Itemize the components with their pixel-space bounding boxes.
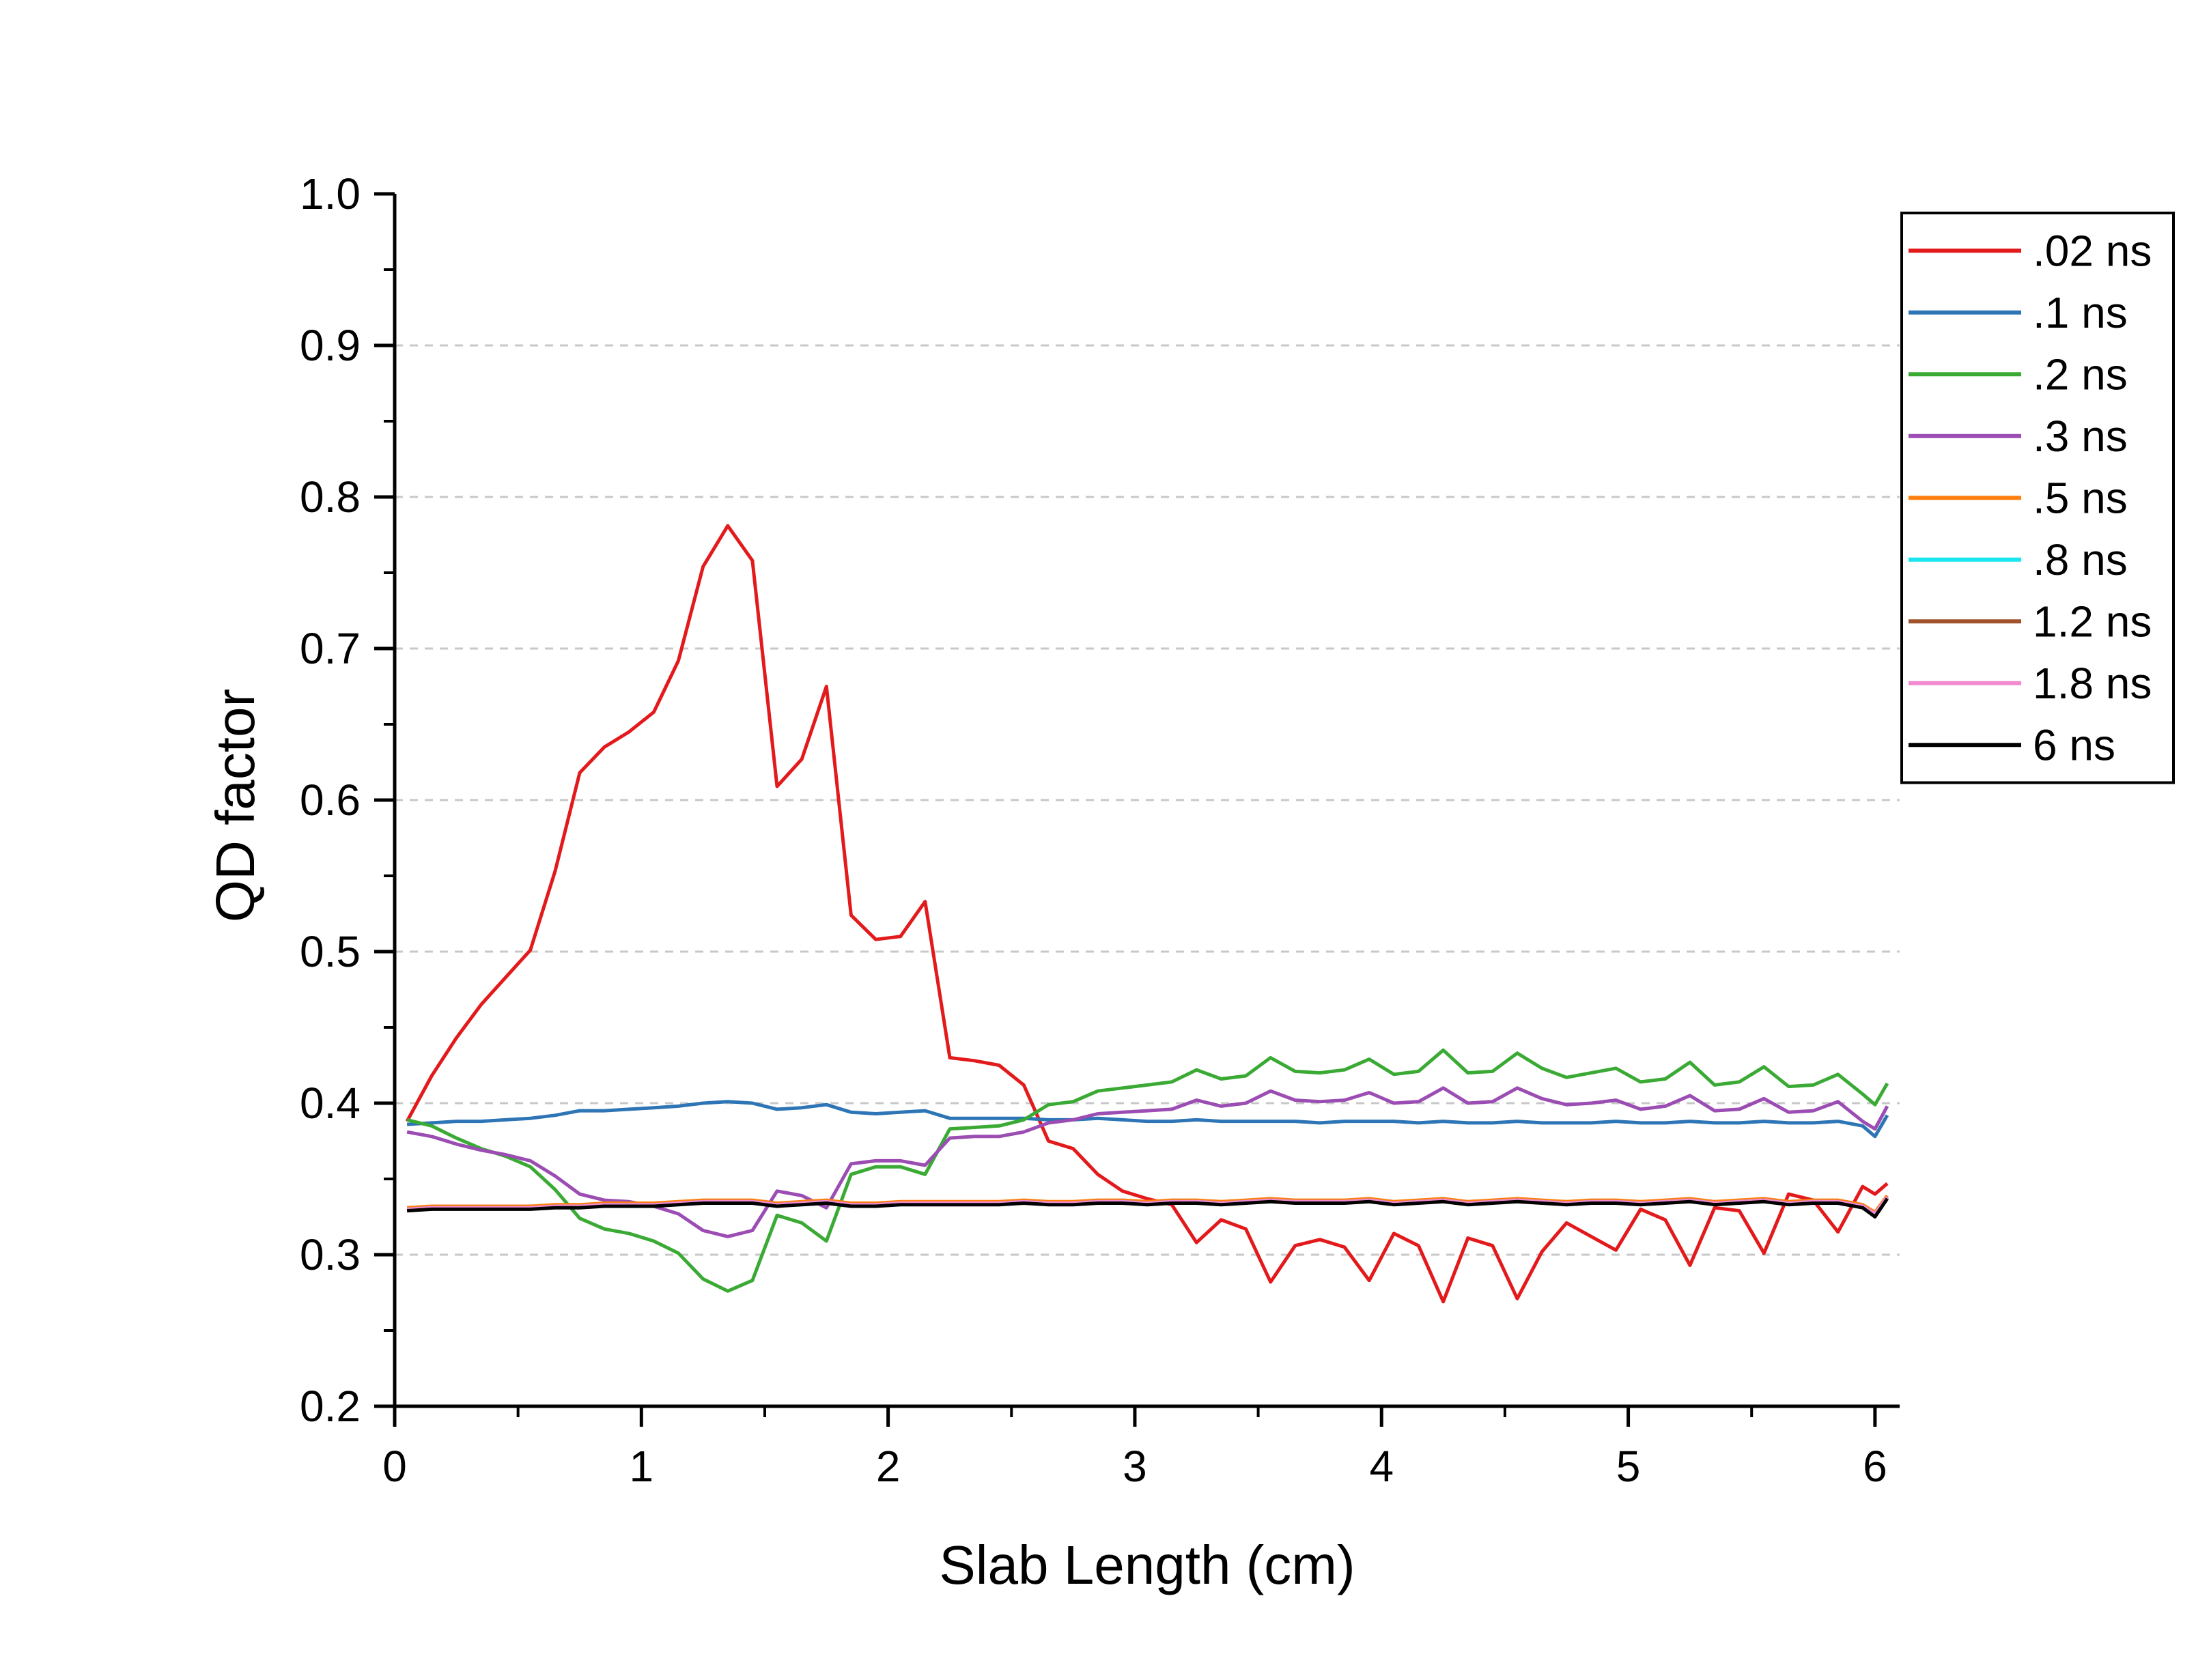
y-tick-label: 1.0 xyxy=(300,169,361,218)
series-line xyxy=(406,1197,1889,1219)
legend-label: 6 ns xyxy=(2033,720,2115,769)
y-axis-label: QD factor xyxy=(205,689,266,922)
x-tick-label: 6 xyxy=(1863,1442,1887,1491)
x-tick-label: 1 xyxy=(630,1442,654,1491)
y-tick-label: 0.7 xyxy=(300,624,361,673)
gridlines xyxy=(395,344,1900,1256)
y-tick-label: 0.2 xyxy=(300,1382,361,1431)
legend-label: .5 ns xyxy=(2033,473,2128,522)
y-tick-label: 0.3 xyxy=(300,1230,361,1279)
legend-label: .02 ns xyxy=(2033,226,2152,275)
y-tick-label: 0.4 xyxy=(300,1079,361,1128)
series-line xyxy=(406,1048,1889,1293)
plot-series xyxy=(405,524,1889,1304)
legend-label: .2 ns xyxy=(2033,350,2128,399)
legend: .02 ns .1 ns .2 ns .3 ns .5 ns .8 ns 1.2 ns 1.8… xyxy=(1900,212,2175,784)
y-tick-label: 0.8 xyxy=(300,472,361,522)
series-line xyxy=(406,1100,1889,1139)
y-axis-ticks: 0.2 0.3 0.4 0.5 0.6 0.7 0.8 0.9 1.0 xyxy=(300,169,395,1431)
y-tick-label: 0.6 xyxy=(300,775,361,825)
x-tick-label: 2 xyxy=(876,1442,901,1491)
x-tick-label: 0 xyxy=(382,1442,407,1491)
legend-label: .8 ns xyxy=(2033,535,2128,584)
legend-label: 1.2 ns xyxy=(2033,597,2152,646)
x-tick-label: 5 xyxy=(1616,1442,1641,1491)
x-tick-label: 3 xyxy=(1123,1442,1147,1491)
legend-label: .3 ns xyxy=(2033,412,2128,461)
legend-label: .1 ns xyxy=(2033,288,2128,337)
legend-label: 1.8 ns xyxy=(2033,659,2152,708)
y-tick-label: 0.5 xyxy=(300,927,361,976)
y-tick-label: 0.9 xyxy=(300,321,361,370)
x-tick-label: 4 xyxy=(1369,1442,1394,1491)
x-axis-ticks: 0 1 2 3 4 5 6 xyxy=(382,1406,1887,1491)
x-axis-label: Slab Length (cm) xyxy=(939,1535,1355,1595)
